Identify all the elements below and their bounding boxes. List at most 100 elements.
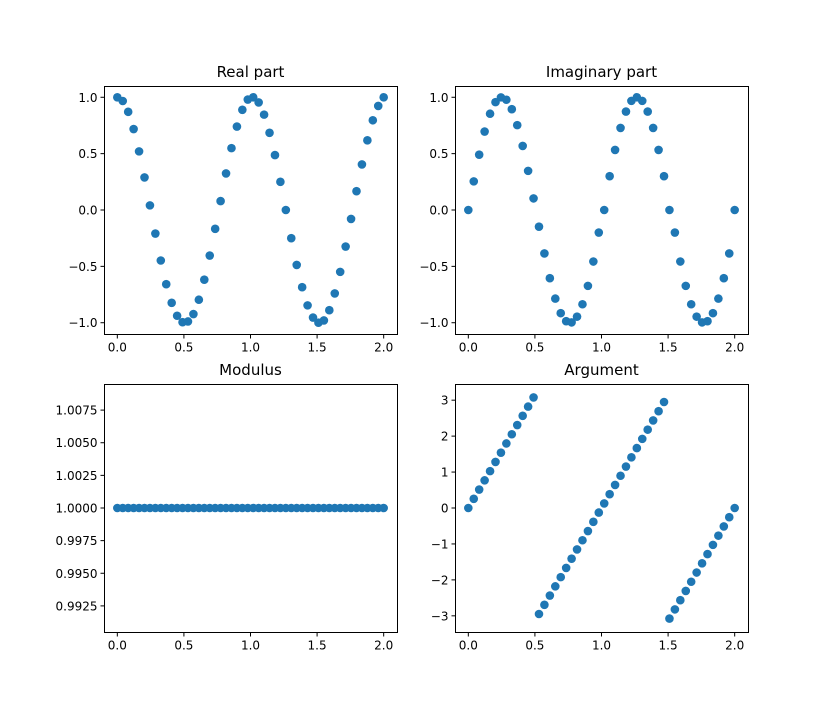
imaginary-part-point (594, 228, 604, 237)
imaginary-part-point (610, 145, 620, 155)
real-part-point (368, 115, 378, 125)
real-part-ytick-label: 0.5 (78, 147, 97, 161)
argument-point (523, 402, 533, 411)
argument-point (719, 522, 729, 531)
argument-ytick-label: −2 (431, 573, 449, 587)
real-part-axes: Real part 0.0 0.5 1.0 1.5 2.0 −1.0 −0.5 0.0 0.5 1.… (68, 63, 398, 355)
real-part-point (205, 251, 215, 260)
imaginary-part-point (523, 166, 533, 176)
imaginary-part-xtick-label: 1.0 (592, 341, 611, 355)
real-part-xtick-label: 0.5 (174, 341, 193, 355)
argument-ytick-label: 0 (441, 502, 449, 516)
real-part-ytick-label: 1.0 (78, 91, 97, 105)
real-part-xtick-label: 1.5 (308, 341, 327, 355)
argument-point (616, 471, 625, 481)
argument-point (496, 448, 506, 457)
real-part-points (113, 92, 388, 328)
argument-point (637, 434, 647, 444)
real-part-point (199, 275, 209, 284)
imaginary-part-point (605, 171, 614, 181)
argument-point (686, 577, 696, 587)
imaginary-part-point (616, 123, 625, 133)
imaginary-part-point (512, 120, 522, 130)
real-part-title: Real part (217, 63, 285, 81)
argument-point (572, 545, 582, 554)
argument-points (464, 393, 739, 623)
imaginary-part-point (681, 281, 691, 291)
modulus-xtick-label: 1.5 (308, 639, 327, 653)
real-part-point (129, 124, 138, 134)
real-part-point (183, 317, 193, 326)
imaginary-part-point (550, 294, 560, 303)
argument-point (714, 531, 723, 540)
real-part-ytick-label: −1.0 (68, 316, 97, 330)
imaginary-part-ytick-label: 1.0 (429, 91, 448, 105)
argument-point (670, 605, 680, 614)
argument-point (659, 397, 669, 407)
real-part-point (379, 92, 388, 102)
modulus-ytick-label: 1.0075 (56, 404, 98, 418)
argument-point (692, 568, 701, 577)
real-part-point (357, 160, 367, 169)
imaginary-part-point (730, 205, 739, 215)
real-part-point (335, 267, 345, 277)
modulus-ytick-label: 1.0050 (56, 436, 98, 450)
real-part-point (276, 177, 285, 187)
imaginary-part-point (724, 249, 734, 258)
real-part-point (341, 242, 350, 251)
real-part-point (297, 282, 307, 292)
imaginary-part-point (469, 177, 479, 186)
imaginary-part-xtick-label: 0.5 (525, 341, 544, 355)
real-part-frame (104, 86, 398, 335)
argument-point (599, 499, 609, 508)
argument-point (697, 559, 707, 568)
argument-point (491, 457, 500, 467)
imaginary-part-point (599, 205, 609, 215)
argument-ytick-label: 3 (441, 394, 449, 408)
real-part-point (216, 196, 225, 206)
real-part-point (161, 279, 171, 289)
imaginary-part-xtick-label: 0.0 (459, 341, 478, 355)
modulus-ytick-label: 1.0000 (56, 502, 98, 516)
imaginary-part-point (485, 109, 495, 119)
real-part-point (373, 101, 383, 111)
modulus-xtick-label: 0.5 (174, 639, 193, 653)
argument-point (703, 549, 712, 559)
imaginary-part-point (529, 194, 538, 203)
argument-point (540, 600, 549, 610)
modulus-ytick-label: 0.9950 (56, 567, 98, 581)
imaginary-part-point (578, 299, 587, 309)
imaginary-part-point (676, 257, 685, 266)
imaginary-part-point (643, 107, 653, 116)
imaginary-part-point (670, 228, 680, 237)
real-part-point (330, 289, 340, 298)
modulus-xtick-label: 2.0 (374, 639, 393, 653)
modulus-axes: Modulus 0.0 0.5 1.0 1.5 2.0 0.9925 0.9950 0.9975… (56, 361, 398, 653)
argument-point (550, 582, 560, 591)
argument-point (627, 453, 636, 462)
imaginary-part-xtick-label: 1.5 (659, 341, 678, 355)
imaginary-part-point (480, 127, 489, 136)
modulus-point (379, 503, 388, 513)
real-part-point (232, 122, 242, 131)
imaginary-part-point (692, 312, 701, 321)
argument-point (594, 508, 604, 517)
argument-title: Argument (564, 361, 639, 379)
argument-point (665, 614, 674, 623)
argument-point (561, 563, 571, 573)
argument-axes: Argument 0.0 0.5 1.0 1.5 2.0 −3 −2 −1 0 1 2 3 (431, 361, 749, 653)
imaginary-part-title: Imaginary part (546, 63, 657, 81)
argument-ytick-label: −1 (431, 537, 449, 551)
imaginary-part-points (464, 92, 739, 327)
real-part-xtick-label: 2.0 (374, 341, 393, 355)
real-part-point (259, 110, 269, 119)
imaginary-part-point (567, 318, 576, 327)
real-part-point (167, 298, 176, 308)
argument-point (610, 480, 620, 490)
argument-xtick-label: 1.0 (592, 639, 611, 653)
argument-point (556, 572, 566, 582)
imaginary-part-point (545, 273, 555, 283)
imaginary-part-point (654, 145, 663, 155)
modulus-title: Modulus (219, 361, 282, 379)
